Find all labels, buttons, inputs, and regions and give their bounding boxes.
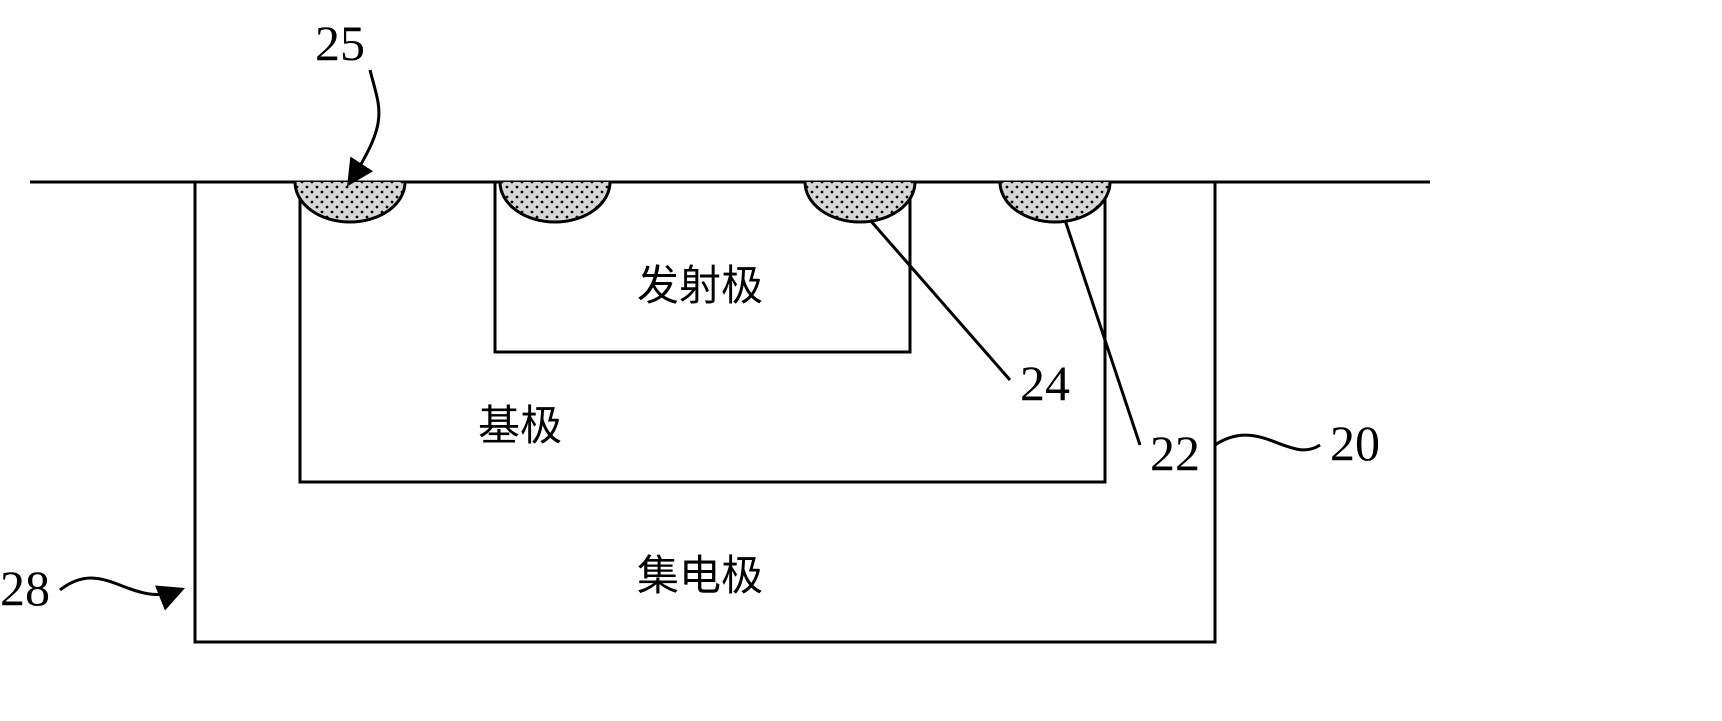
ref-20: 20 [1330, 415, 1380, 471]
contact-bead-3 [805, 142, 915, 222]
emitter-label: 发射极 [637, 264, 763, 310]
leader-28 [60, 578, 180, 594]
collector-label: 集电极 [637, 554, 763, 600]
base-label: 基极 [478, 404, 562, 450]
leader-20 [1215, 435, 1320, 450]
leader-24 [870, 220, 1010, 380]
leader-25 [350, 70, 379, 182]
ref-22: 22 [1150, 425, 1200, 481]
base-well [300, 182, 1105, 482]
leader-22 [1065, 220, 1140, 445]
contact-bead-4 [1000, 142, 1110, 222]
contact-bead-2 [500, 142, 610, 222]
ref-28: 28 [0, 560, 50, 616]
ref-25: 25 [315, 15, 365, 71]
ref-24: 24 [1020, 355, 1070, 411]
